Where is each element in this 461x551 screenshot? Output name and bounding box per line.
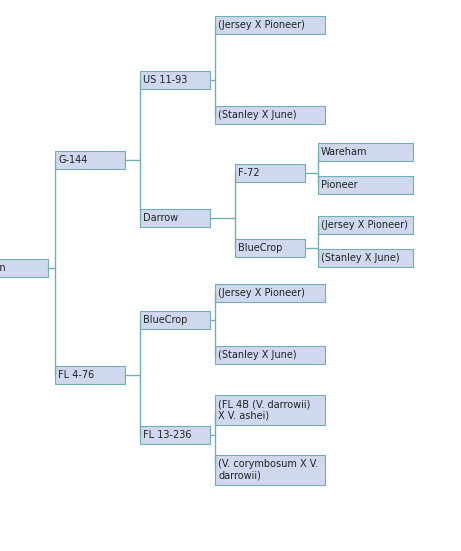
Text: FL 13-236: FL 13-236 [143, 430, 191, 440]
Text: FL 4-76: FL 4-76 [58, 370, 94, 380]
FancyBboxPatch shape [235, 239, 305, 257]
FancyBboxPatch shape [0, 259, 48, 277]
FancyBboxPatch shape [318, 249, 413, 267]
Text: Darrow: Darrow [143, 213, 178, 223]
FancyBboxPatch shape [215, 16, 325, 34]
Text: BlueCrop: BlueCrop [143, 315, 187, 325]
FancyBboxPatch shape [140, 311, 210, 329]
FancyBboxPatch shape [215, 455, 325, 485]
Text: F-72: F-72 [238, 168, 260, 178]
FancyBboxPatch shape [215, 346, 325, 364]
FancyBboxPatch shape [318, 176, 413, 194]
Text: (Jersey X Pioneer): (Jersey X Pioneer) [320, 220, 408, 230]
FancyBboxPatch shape [318, 216, 413, 234]
FancyBboxPatch shape [318, 143, 413, 161]
FancyBboxPatch shape [215, 284, 325, 302]
Text: (Jersey X Pioneer): (Jersey X Pioneer) [218, 20, 305, 30]
Text: (Jersey X Pioneer): (Jersey X Pioneer) [218, 288, 305, 298]
Text: BlueCrop: BlueCrop [238, 243, 283, 253]
Text: Arlen: Arlen [0, 263, 6, 273]
Text: (Stanley X June): (Stanley X June) [218, 350, 296, 360]
Text: (Stanley X June): (Stanley X June) [218, 110, 296, 120]
FancyBboxPatch shape [215, 106, 325, 124]
Text: (Stanley X June): (Stanley X June) [320, 253, 399, 263]
FancyBboxPatch shape [140, 71, 210, 89]
Text: Wareham: Wareham [320, 147, 367, 157]
FancyBboxPatch shape [55, 151, 125, 169]
FancyBboxPatch shape [55, 366, 125, 384]
Text: (FL 4B (V. darrowii)
X V. ashei): (FL 4B (V. darrowii) X V. ashei) [218, 399, 310, 421]
Text: (V. corymbosum X V.
darrowii): (V. corymbosum X V. darrowii) [218, 459, 318, 481]
FancyBboxPatch shape [215, 395, 325, 425]
Text: US 11-93: US 11-93 [143, 75, 187, 85]
Text: Pioneer: Pioneer [320, 180, 357, 190]
FancyBboxPatch shape [140, 426, 210, 444]
Text: G-144: G-144 [58, 155, 88, 165]
FancyBboxPatch shape [140, 209, 210, 227]
FancyBboxPatch shape [235, 164, 305, 182]
